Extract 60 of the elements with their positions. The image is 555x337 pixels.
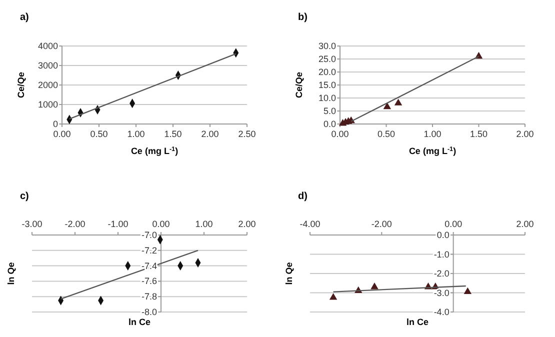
y-axis-title: Ce/Qe xyxy=(16,72,26,98)
x-tick-label: -3.00 xyxy=(22,219,42,229)
point xyxy=(394,98,402,106)
y-tick-label: 2000 xyxy=(38,80,58,90)
y-tick-label: 0.0 xyxy=(436,230,450,240)
x-tick-label: 2.00 xyxy=(516,219,534,229)
x-tick-label: -4.00 xyxy=(300,219,320,229)
y-tick-label: 3000 xyxy=(38,60,58,70)
x-tick-label: 1.00 xyxy=(127,129,145,139)
y-tick-label: -7.2 xyxy=(141,245,157,256)
y-tick-label: 5.0 xyxy=(323,106,336,116)
x-tick-label: -2.00 xyxy=(371,219,392,229)
y-tick-label: -4.0 xyxy=(434,307,450,317)
x-tick-label: -2.00 xyxy=(64,219,86,229)
point xyxy=(370,282,378,290)
x-axis-title: ln Ce xyxy=(128,317,151,327)
chart-title: c) xyxy=(20,191,29,202)
x-axis-title: ln Ce xyxy=(406,317,429,327)
y-axis-title: Ce/Qe xyxy=(294,72,304,98)
y-tick-label: 0 xyxy=(52,119,58,129)
x-tick-label: 2.00 xyxy=(516,129,534,139)
y-tick-label: 1000 xyxy=(38,100,58,110)
x-tick-label: 0.00 xyxy=(444,219,462,229)
x-tick-label: 2.00 xyxy=(201,129,219,139)
y-tick-label: -7.6 xyxy=(141,276,157,286)
x-tick-label: 1.00 xyxy=(195,219,213,229)
x-tick-label: 0.50 xyxy=(90,129,108,139)
point xyxy=(464,287,472,294)
point xyxy=(383,102,392,110)
x-tick-label: 2.50 xyxy=(238,129,256,139)
chart-title: a) xyxy=(20,12,29,23)
x-axis-title: Ce (mg L$^{-1}$) xyxy=(130,146,178,156)
x-tick-label: 1.50 xyxy=(470,129,488,139)
x-tick-label: 1.50 xyxy=(164,129,182,139)
y-tick-label: -1.0 xyxy=(434,249,450,260)
y-tick-label: 30.0 xyxy=(318,41,336,51)
y-tick-label: -2.0 xyxy=(434,268,450,278)
x-tick-label: 1.00 xyxy=(424,129,442,139)
y-axis-title: ln Qe xyxy=(6,262,16,285)
point xyxy=(329,293,338,300)
y-tick-label: 10.0 xyxy=(318,93,336,103)
y-tick-label: -3.0 xyxy=(434,288,450,298)
x-axis-title: Ce (mg L$^{-1}$) xyxy=(408,146,456,156)
x-tick-label: 0.50 xyxy=(377,129,396,139)
y-tick-label: 25.0 xyxy=(318,54,336,64)
x-tick-label: 0.00 xyxy=(331,129,349,139)
x-tick-label: 0.00 xyxy=(152,219,170,229)
x-tick-label: -1.00 xyxy=(108,219,128,229)
chart-title: d) xyxy=(298,191,308,202)
y-tick-label: -7.0 xyxy=(141,230,157,240)
y-tick-label: 20.0 xyxy=(318,67,336,77)
y-tick-label: -8.0 xyxy=(141,307,157,317)
y-tick-label: 4000 xyxy=(38,41,58,51)
y-axis-title: ln Qe xyxy=(284,262,294,285)
y-tick-label: 0.0 xyxy=(323,119,336,129)
x-tick-label: 2.00 xyxy=(238,219,256,229)
x-tick-label: 0.00 xyxy=(53,129,71,139)
chart-title: b) xyxy=(298,12,308,23)
y-tick-label: 15.0 xyxy=(318,80,336,90)
y-tick-label: -7.8 xyxy=(141,292,157,302)
